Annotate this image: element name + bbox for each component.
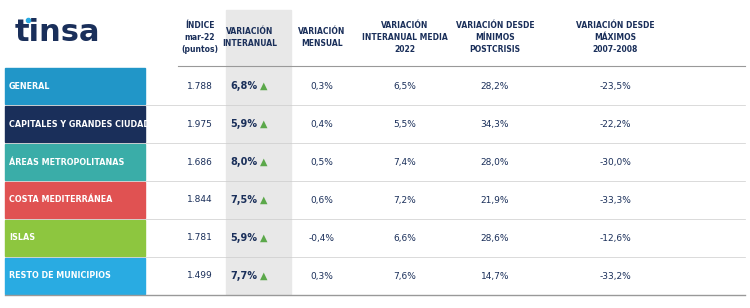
- Text: 6,5%: 6,5%: [394, 82, 416, 91]
- Text: ▲: ▲: [260, 233, 268, 243]
- Text: -12,6%: -12,6%: [599, 233, 631, 242]
- Bar: [226, 105, 291, 142]
- Text: 7,5%: 7,5%: [230, 195, 257, 205]
- Text: 1.686: 1.686: [187, 157, 213, 167]
- Bar: [5, 258, 145, 294]
- Text: 0,4%: 0,4%: [310, 120, 333, 128]
- Text: 1.781: 1.781: [187, 233, 213, 242]
- Text: 7,4%: 7,4%: [394, 157, 416, 167]
- Text: 14,7%: 14,7%: [481, 271, 509, 281]
- Text: VARIACIÓN
MENSUAL: VARIACIÓN MENSUAL: [298, 27, 346, 48]
- Text: VARIACIÓN DESDE
MÁXIMOS
2007-2008: VARIACIÓN DESDE MÁXIMOS 2007-2008: [576, 21, 654, 54]
- Text: 7,7%: 7,7%: [230, 271, 257, 281]
- Text: -22,2%: -22,2%: [599, 120, 631, 128]
- Text: -30,0%: -30,0%: [599, 157, 631, 167]
- Text: 7,2%: 7,2%: [394, 196, 416, 205]
- Text: ÍNDICE
mar-22
(puntos): ÍNDICE mar-22 (puntos): [182, 21, 218, 54]
- Text: ▲: ▲: [260, 119, 268, 129]
- Text: COSTA MEDITERRÁNEA: COSTA MEDITERRÁNEA: [9, 196, 112, 205]
- Text: 0,3%: 0,3%: [310, 271, 334, 281]
- Text: ▲: ▲: [260, 157, 268, 167]
- Text: 28,2%: 28,2%: [481, 82, 509, 91]
- Bar: [5, 220, 145, 256]
- Bar: [226, 219, 291, 256]
- Text: 8,0%: 8,0%: [230, 157, 257, 167]
- Text: 1.788: 1.788: [187, 82, 213, 91]
- Text: 0,3%: 0,3%: [310, 82, 334, 91]
- Text: ▲: ▲: [260, 195, 268, 205]
- Text: ÁREAS METROPOLITANAS: ÁREAS METROPOLITANAS: [9, 157, 124, 167]
- Bar: [226, 10, 291, 65]
- Text: 1.975: 1.975: [187, 120, 213, 128]
- Bar: [226, 181, 291, 218]
- Text: -0,4%: -0,4%: [309, 233, 335, 242]
- Text: RESTO DE MUNICIPIOS: RESTO DE MUNICIPIOS: [9, 271, 111, 281]
- Text: 5,9%: 5,9%: [230, 119, 257, 129]
- Text: 0,5%: 0,5%: [310, 157, 334, 167]
- Text: 5,5%: 5,5%: [394, 120, 416, 128]
- Text: ▲: ▲: [260, 81, 268, 91]
- Bar: [5, 68, 145, 104]
- Text: 28,0%: 28,0%: [481, 157, 509, 167]
- Text: -23,5%: -23,5%: [599, 82, 631, 91]
- Text: CAPITALES Y GRANDES CIUDADES: CAPITALES Y GRANDES CIUDADES: [9, 120, 161, 128]
- Text: VARIACIÓN
INTERANUAL: VARIACIÓN INTERANUAL: [223, 27, 278, 48]
- Bar: [5, 144, 145, 180]
- Bar: [226, 257, 291, 294]
- Text: 6,8%: 6,8%: [230, 81, 257, 91]
- Bar: [5, 182, 145, 218]
- Text: 28,6%: 28,6%: [481, 233, 509, 242]
- Text: VARIACIÓN DESDE
MÍNIMOS
POSTCRISIS: VARIACIÓN DESDE MÍNIMOS POSTCRISIS: [456, 21, 534, 54]
- Text: tinsa: tinsa: [15, 18, 100, 47]
- Text: VARIACIÓN
INTERANUAL MEDIA
2022: VARIACIÓN INTERANUAL MEDIA 2022: [362, 21, 448, 54]
- Text: 7,6%: 7,6%: [394, 271, 416, 281]
- Text: GENERAL: GENERAL: [9, 82, 50, 91]
- Text: 1.844: 1.844: [188, 196, 213, 205]
- Bar: [226, 67, 291, 104]
- Text: ISLAS: ISLAS: [9, 233, 35, 242]
- Text: 21,9%: 21,9%: [481, 196, 509, 205]
- Text: -33,3%: -33,3%: [599, 196, 631, 205]
- Text: ▲: ▲: [260, 271, 268, 281]
- Text: 5,9%: 5,9%: [230, 233, 257, 243]
- Bar: [226, 143, 291, 180]
- Text: 6,6%: 6,6%: [394, 233, 416, 242]
- Text: 0,6%: 0,6%: [310, 196, 334, 205]
- Text: 1.499: 1.499: [188, 271, 213, 281]
- Bar: [5, 106, 145, 142]
- Text: 34,3%: 34,3%: [481, 120, 509, 128]
- Text: -33,2%: -33,2%: [599, 271, 631, 281]
